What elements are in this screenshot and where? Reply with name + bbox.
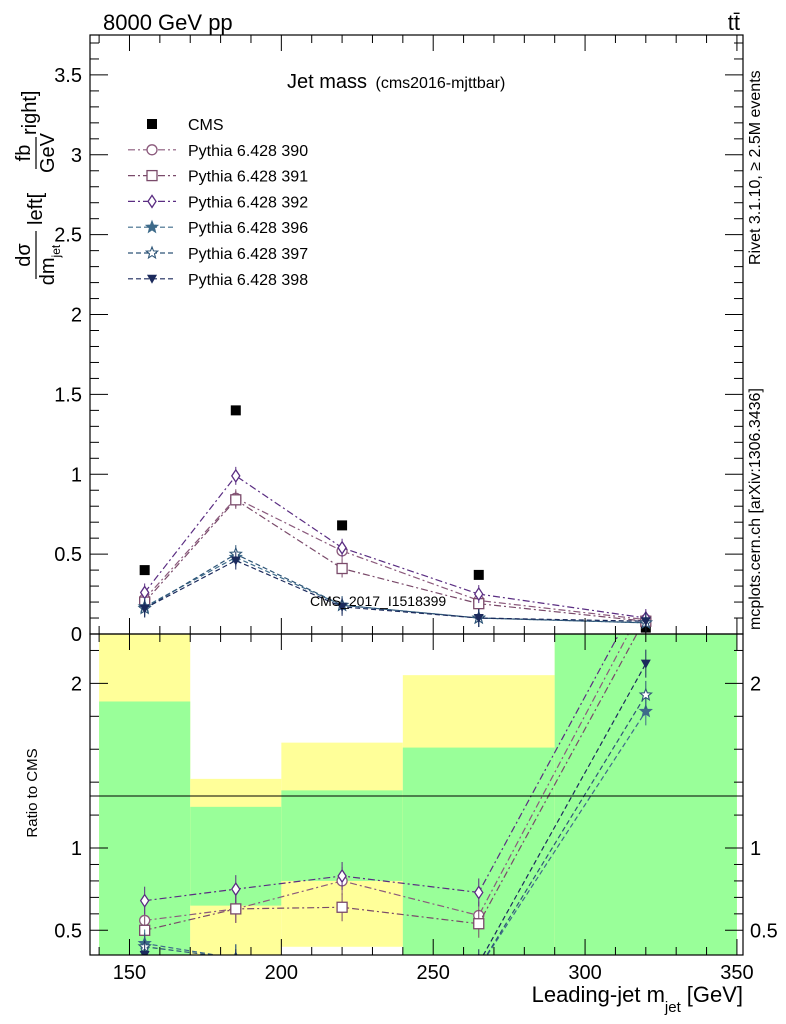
ratio-line-4	[144, 694, 647, 955]
ratio-point-3-3	[473, 962, 484, 973]
ratio-ytick-label-right-0: 0.5	[750, 920, 778, 942]
watermark: CMS_2017_I1518399	[310, 593, 446, 609]
main-ytick-label-1: 0.5	[54, 544, 82, 566]
main-series	[137, 405, 653, 633]
main-line-2	[144, 499, 646, 622]
ratio-frame	[89, 633, 744, 956]
ratio-point-4-4	[638, 687, 653, 702]
legend-marker-0	[147, 119, 157, 129]
axes: 0 0.5 1 1.5 2 2.5 3 3.5 150 200 250 300 350 0.5 0.5 1 1 2…	[54, 35, 778, 984]
ratio-point-4-3	[473, 962, 484, 973]
main-point-0-2	[337, 520, 348, 531]
legend-label-4: Pythia 6.428 396	[188, 220, 308, 237]
ratio-point-2-4	[642, 579, 650, 591]
main-point-3-1	[231, 468, 241, 484]
header-right: tt̄	[728, 10, 740, 35]
main-point-0-3	[473, 569, 484, 580]
xtick-label-1: 200	[265, 962, 298, 984]
ratio-point-2-2	[337, 868, 347, 884]
main-ylabel: dσ dmjet left[ fb GeV right]	[13, 91, 63, 286]
main-line-5	[144, 553, 646, 624]
ylabel-dsigma: dσ	[13, 243, 35, 267]
legend-marker-2	[146, 169, 158, 182]
ratio-point-3-2	[336, 966, 347, 977]
legend: CMS Pythia 6.428 390 Pythia 6.428 391 Pythi…	[128, 117, 308, 289]
legend-label-6: Pythia 6.428 398	[188, 272, 308, 289]
ratio-point-3-4	[638, 703, 653, 718]
legend-label-1: Pythia 6.428 390	[188, 143, 308, 160]
main-ytick-label-6: 3	[71, 145, 82, 167]
chart-title: Jet mass (cms2016-mjttbar)	[287, 71, 505, 93]
ratio-ytick-label-left-2: 2	[71, 673, 82, 695]
ylabel-left: left[	[25, 192, 47, 225]
chart-title-main: Jet mass	[287, 71, 367, 93]
main-point-6-1	[230, 556, 241, 566]
main-point-6-3	[473, 614, 484, 624]
ratio-ytick-label-right-2: 2	[750, 673, 761, 695]
xtick-label-4: 350	[720, 962, 753, 984]
legend-marker-1	[146, 144, 158, 156]
ratio-series	[137, 579, 653, 977]
ratio-ytick-label-right-1: 1	[750, 838, 761, 860]
ratio-ytick-label-left-1: 1	[71, 838, 82, 860]
legend-marker-3	[147, 194, 157, 209]
ratio-bands	[99, 634, 737, 955]
xtick-label-2: 250	[417, 962, 450, 984]
main-point-3-3	[473, 586, 484, 602]
chart-title-sub: (cms2016-mjttbar)	[375, 75, 505, 92]
main-point-2-2	[336, 562, 348, 575]
main-point-3-2	[337, 540, 347, 555]
legend-marker-6	[147, 274, 157, 284]
ratio-point-1-3	[473, 918, 485, 930]
ratio-point-5-3	[474, 959, 484, 968]
main-point-2-1	[230, 494, 242, 506]
main-ytick-label-0: 0	[71, 624, 82, 646]
legend-label-2: Pythia 6.428 391	[188, 169, 308, 186]
ratio-line-5	[144, 663, 647, 955]
side-mcplots-text: mcplots.cern.ch [arXiv:1306.3436]	[747, 388, 764, 630]
legend-marker-5	[144, 245, 160, 260]
main-point-0-1	[230, 405, 241, 416]
main-point-6-2	[337, 602, 348, 612]
x-axis-label: Leading-jet mjet[GeV]	[532, 982, 743, 1016]
ratio-point-4-2	[336, 966, 347, 977]
xtick-label-3: 300	[568, 962, 601, 984]
side-rivet-text: Rivet 3.1.10, ≥ 2.5M events	[747, 70, 764, 265]
main-point-6-4	[640, 617, 651, 627]
main-point-0-0	[139, 565, 150, 576]
ylabel-fb: fb	[13, 145, 35, 162]
main-line-1	[144, 497, 646, 621]
main-ytick-label-3: 1.5	[54, 384, 82, 406]
legend-label-5: Pythia 6.428 397	[188, 246, 308, 263]
ratio-point-5-2	[337, 967, 347, 976]
ratio-point-1-2	[336, 901, 348, 913]
ratio-point-5-4	[640, 659, 651, 669]
main-ytick-label-7: 3.5	[54, 65, 82, 87]
legend-label-0: CMS	[188, 117, 224, 134]
xtick-label-0: 150	[113, 962, 146, 984]
ratio-point-1-1	[230, 903, 242, 915]
legend-label-3: Pythia 6.428 392	[188, 194, 308, 211]
main-ytick-label-5: 2.5	[54, 225, 82, 247]
main-point-6-0	[139, 604, 150, 614]
header-left: 8000 GeV pp	[103, 10, 233, 35]
ratio-point-2-3	[473, 885, 484, 900]
ratio-ylabel: Ratio to CMS	[24, 748, 41, 837]
main-ytick-label-2: 1	[71, 464, 82, 486]
ratio-point-0-4	[641, 596, 651, 606]
ratio-ytick-label-left-0: 0.5	[54, 920, 82, 942]
legend-marker-4	[144, 219, 160, 234]
ylabel-right: right]	[19, 91, 41, 135]
ratio-point-2-0	[139, 893, 150, 908]
ylabel-dm: dmjet	[37, 244, 63, 285]
ratio-point-5-1	[231, 959, 241, 968]
main-ytick-label-4: 2	[71, 305, 82, 327]
ylabel-gev: GeV	[37, 132, 59, 173]
ratio-point-5-0	[139, 951, 150, 955]
ratio-point-2-1	[231, 881, 241, 897]
